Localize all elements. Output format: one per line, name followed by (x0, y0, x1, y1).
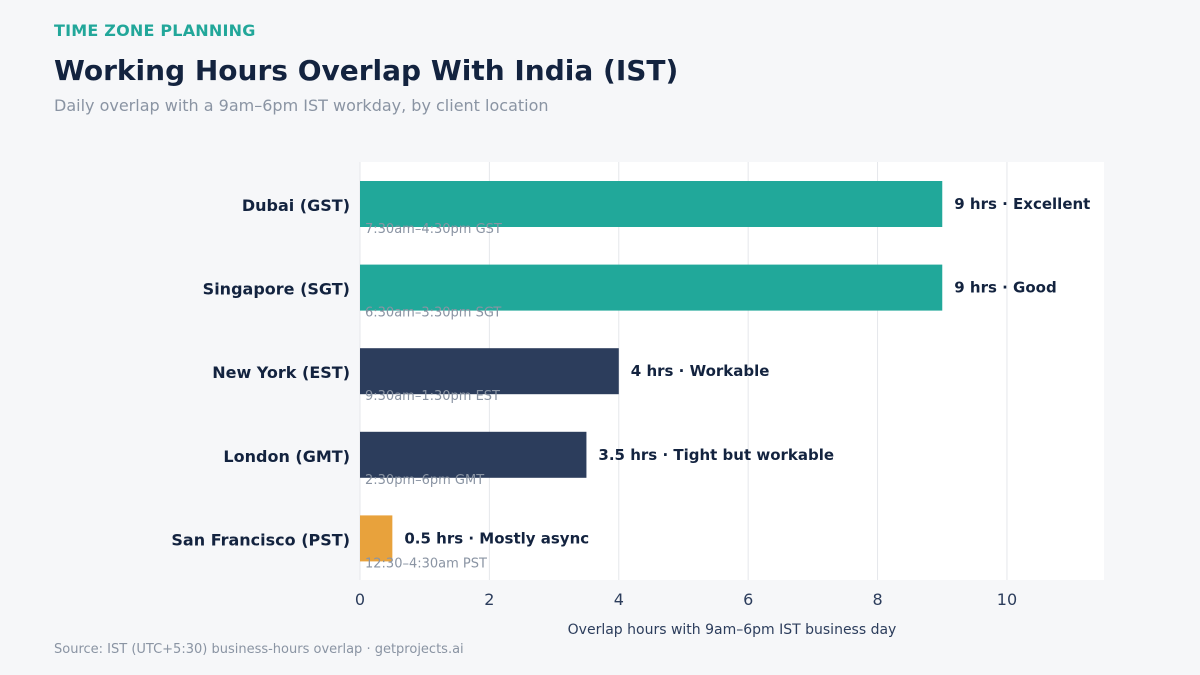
time-window-label: 9:30am–1:30pm EST (365, 389, 500, 404)
bar (360, 264, 943, 311)
time-window-label: 2:30pm–6pm GMT (365, 473, 484, 488)
page-title: Working Hours Overlap With India (IST) (54, 54, 679, 87)
value-label: 0.5 hrs · Mostly async (404, 529, 589, 547)
category-label: San Francisco (PST) (171, 530, 350, 549)
bar (360, 515, 393, 562)
value-label: 9 hrs · Good (954, 279, 1056, 297)
time-window-label: 7:30am–4:30pm GST (365, 222, 502, 237)
category-label: London (GMT) (223, 447, 350, 466)
bar (360, 348, 619, 395)
eyebrow-label: TIME ZONE PLANNING (54, 21, 256, 40)
category-label: Dubai (GST) (242, 196, 350, 215)
x-tick-label: 6 (743, 590, 753, 609)
value-label: 9 hrs · Excellent (954, 195, 1090, 213)
x-tick-label: 2 (484, 590, 494, 609)
value-label: 3.5 hrs · Tight but workable (598, 446, 834, 464)
source-note: Source: IST (UTC+5:30) business-hours ov… (54, 642, 464, 657)
bar (360, 181, 943, 227)
value-label: 4 hrs · Workable (631, 362, 770, 380)
x-tick-label: 4 (614, 590, 624, 609)
x-tick-label: 10 (997, 590, 1017, 609)
category-label: Singapore (SGT) (203, 280, 350, 299)
time-window-label: 6:30am–3:30pm SGT (365, 306, 501, 321)
x-tick-label: 8 (872, 590, 882, 609)
x-tick-label: 0 (355, 590, 365, 609)
page-subtitle: Daily overlap with a 9am–6pm IST workday… (54, 96, 549, 115)
bar (360, 431, 587, 478)
category-label: New York (EST) (212, 363, 350, 382)
time-window-label: 12:30–4:30am PST (365, 556, 487, 571)
x-axis-title: Overlap hours with 9am–6pm IST business … (568, 622, 897, 638)
